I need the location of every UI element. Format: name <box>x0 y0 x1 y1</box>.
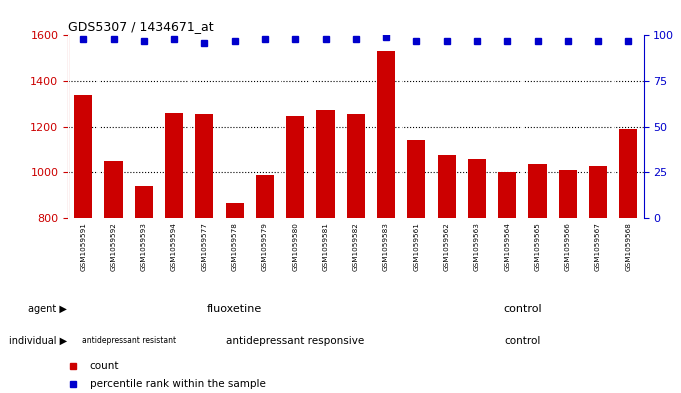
Bar <box>256 175 274 218</box>
Bar <box>317 110 334 218</box>
Text: GSM1059564: GSM1059564 <box>504 222 510 271</box>
Text: GSM1059591: GSM1059591 <box>80 222 86 271</box>
Bar <box>104 161 123 218</box>
Bar <box>619 129 637 218</box>
Bar <box>135 186 153 218</box>
Text: GSM1059582: GSM1059582 <box>353 222 359 271</box>
Bar <box>74 95 93 218</box>
Text: GSM1059581: GSM1059581 <box>323 222 328 271</box>
Bar <box>558 170 577 218</box>
Bar <box>528 164 547 218</box>
Text: control: control <box>503 304 541 314</box>
Text: fluoxetine: fluoxetine <box>207 304 262 314</box>
Text: GSM1059577: GSM1059577 <box>202 222 208 271</box>
Text: GSM1059567: GSM1059567 <box>595 222 601 271</box>
Text: GSM1059565: GSM1059565 <box>535 222 541 271</box>
Bar <box>286 116 304 218</box>
Bar <box>347 114 365 218</box>
Text: individual ▶: individual ▶ <box>9 336 67 346</box>
Text: count: count <box>90 360 119 371</box>
Text: antidepressant responsive: antidepressant responsive <box>226 336 364 346</box>
Bar <box>195 114 213 218</box>
Text: GDS5307 / 1434671_at: GDS5307 / 1434671_at <box>68 20 214 33</box>
Text: GSM1059593: GSM1059593 <box>141 222 147 271</box>
Text: GSM1059594: GSM1059594 <box>171 222 177 271</box>
Text: GSM1059580: GSM1059580 <box>292 222 298 271</box>
Bar <box>225 203 244 218</box>
Text: control: control <box>504 336 541 346</box>
Text: GSM1059561: GSM1059561 <box>413 222 419 271</box>
Text: GSM1059583: GSM1059583 <box>383 222 389 271</box>
Text: percentile rank within the sample: percentile rank within the sample <box>90 379 266 389</box>
Bar <box>468 159 486 218</box>
Bar <box>165 113 183 218</box>
Text: GSM1059563: GSM1059563 <box>474 222 480 271</box>
Bar <box>377 51 395 218</box>
Text: GSM1059568: GSM1059568 <box>625 222 631 271</box>
Text: GSM1059579: GSM1059579 <box>262 222 268 271</box>
Text: antidepressant resistant: antidepressant resistant <box>82 336 176 345</box>
Text: GSM1059566: GSM1059566 <box>565 222 571 271</box>
Text: GSM1059592: GSM1059592 <box>110 222 116 271</box>
Bar <box>589 165 607 218</box>
Bar <box>438 155 456 218</box>
Bar <box>498 173 516 218</box>
Bar <box>407 140 426 218</box>
Text: GSM1059578: GSM1059578 <box>232 222 238 271</box>
Text: GSM1059562: GSM1059562 <box>444 222 449 271</box>
Text: agent ▶: agent ▶ <box>28 304 67 314</box>
